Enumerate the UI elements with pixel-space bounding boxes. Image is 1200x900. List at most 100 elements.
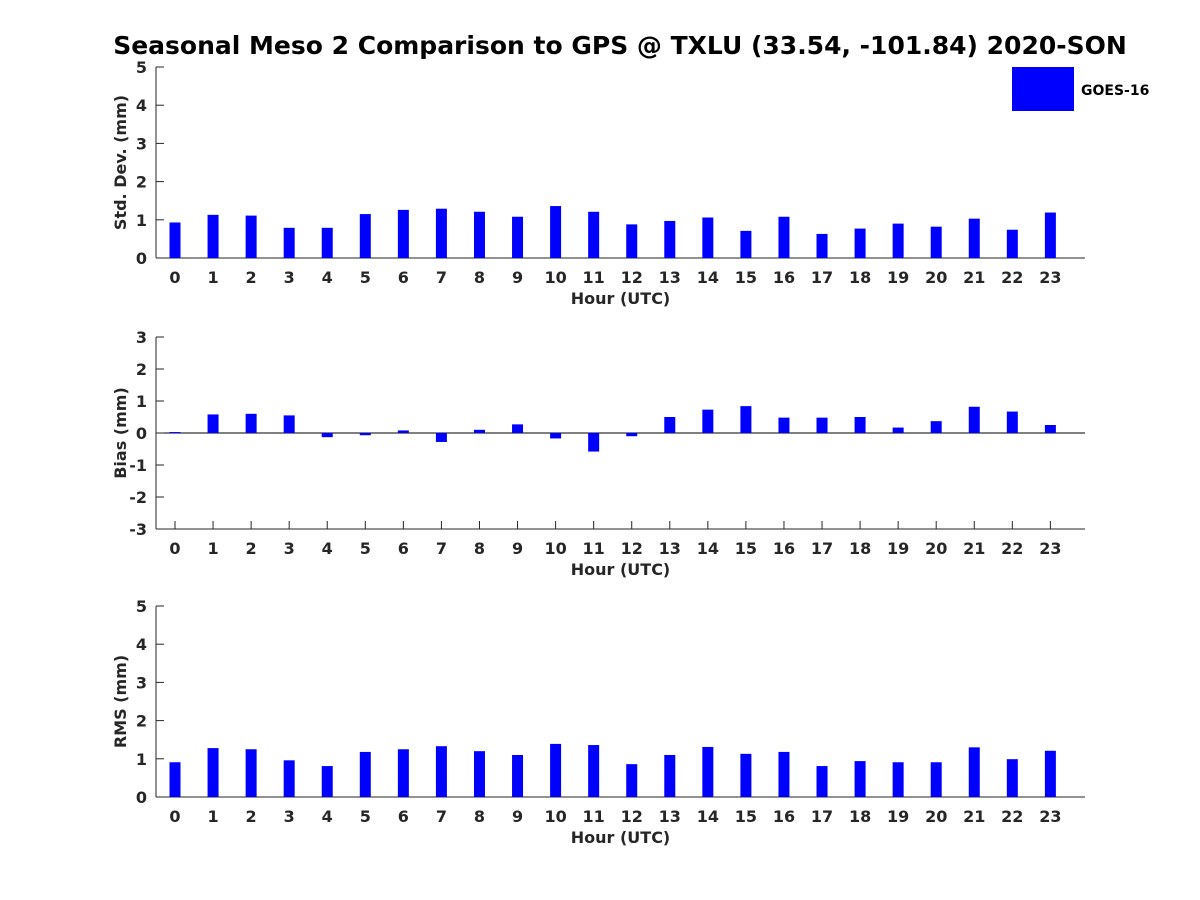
chart-title: Seasonal Meso 2 Comparison to GPS @ TXLU… bbox=[113, 31, 1127, 60]
bias-x-tick-label: 22 bbox=[1001, 539, 1023, 558]
bias-x-tick-label: 7 bbox=[436, 539, 447, 558]
bias-x-tick-label: 11 bbox=[583, 539, 605, 558]
rms-x-tick-label: 11 bbox=[583, 807, 605, 826]
bias-x-tick-label: 6 bbox=[398, 539, 409, 558]
rms-bar bbox=[1006, 759, 1018, 797]
rms-x-tick-label: 9 bbox=[512, 807, 523, 826]
rms-bar bbox=[892, 762, 904, 797]
std-dev-bar bbox=[968, 218, 980, 258]
rms-y-label: RMS (mm) bbox=[111, 655, 130, 748]
rms-x-tick-label: 10 bbox=[544, 807, 566, 826]
rms-bar bbox=[169, 762, 181, 797]
bias-bar bbox=[968, 406, 980, 433]
rms-y-tick-label: 3 bbox=[136, 673, 147, 692]
rms-x-tick-label: 0 bbox=[169, 807, 180, 826]
std-dev-x-tick-label: 5 bbox=[360, 268, 371, 287]
bias-x-tick-label: 18 bbox=[849, 539, 871, 558]
bias-x-tick-label: 12 bbox=[621, 539, 643, 558]
rms-bar bbox=[588, 745, 600, 797]
rms-bar bbox=[435, 746, 447, 797]
bias-bar bbox=[930, 421, 942, 433]
rms-bar bbox=[207, 748, 219, 797]
bias-x-tick-label: 21 bbox=[963, 539, 985, 558]
std-dev-x-tick-label: 7 bbox=[436, 268, 447, 287]
std-dev-bar bbox=[702, 217, 714, 258]
rms-bar bbox=[473, 751, 485, 797]
bias-x-tick-label: 19 bbox=[887, 539, 909, 558]
bias-bar bbox=[1006, 411, 1018, 433]
bias-x-tick-label: 4 bbox=[322, 539, 333, 558]
bias-y-tick-label: 3 bbox=[136, 328, 147, 347]
rms-bar bbox=[512, 754, 524, 797]
std-dev-y-tick-label: 4 bbox=[136, 96, 147, 115]
std-dev-x-tick-label: 16 bbox=[773, 268, 795, 287]
bias-x-tick-label: 23 bbox=[1039, 539, 1061, 558]
rms-bar bbox=[778, 751, 790, 797]
bias-x-tick-label: 5 bbox=[360, 539, 371, 558]
rms-x-tick-label: 2 bbox=[246, 807, 257, 826]
std-dev-x-tick-label: 12 bbox=[621, 268, 643, 287]
bias-x-tick-label: 2 bbox=[246, 539, 257, 558]
bias-bar bbox=[207, 414, 219, 433]
bias-x-tick-label: 13 bbox=[659, 539, 681, 558]
rms-bar bbox=[321, 766, 333, 797]
legend-swatch bbox=[1012, 67, 1074, 111]
bias-bar bbox=[816, 417, 828, 433]
bias-bar bbox=[854, 417, 866, 433]
rms-bar bbox=[283, 760, 295, 797]
rms-bar bbox=[664, 754, 676, 797]
rms-x-tick-label: 8 bbox=[474, 807, 485, 826]
std-dev-x-tick-label: 1 bbox=[207, 268, 218, 287]
bias-y-tick-label: -3 bbox=[129, 520, 147, 539]
rms-x-tick-label: 19 bbox=[887, 807, 909, 826]
rms-bar bbox=[359, 751, 371, 797]
std-dev-x-tick-label: 19 bbox=[887, 268, 909, 287]
rms-x-tick-label: 22 bbox=[1001, 807, 1023, 826]
bias-x-tick-label: 16 bbox=[773, 539, 795, 558]
std-dev-x-tick-label: 8 bbox=[474, 268, 485, 287]
std-dev-x-tick-label: 22 bbox=[1001, 268, 1023, 287]
std-dev-bar bbox=[1006, 229, 1018, 258]
std-dev-bar bbox=[359, 214, 371, 258]
bias-bar bbox=[740, 406, 752, 433]
rms-bar bbox=[930, 762, 942, 797]
rms-x-tick-label: 6 bbox=[398, 807, 409, 826]
bias-bar bbox=[169, 432, 181, 433]
bias-bar bbox=[283, 415, 295, 433]
bias-x-tick-label: 17 bbox=[811, 539, 833, 558]
std-dev-x-tick-label: 20 bbox=[925, 268, 947, 287]
bias-y-tick-label: -2 bbox=[129, 488, 147, 507]
bias-x-tick-label: 9 bbox=[512, 539, 523, 558]
rms-x-tick-label: 18 bbox=[849, 807, 871, 826]
std-dev-bar bbox=[283, 227, 295, 258]
std-dev-x-tick-label: 14 bbox=[697, 268, 719, 287]
rms-x-tick-label: 5 bbox=[360, 807, 371, 826]
std-dev-bar bbox=[397, 209, 409, 258]
std-dev-x-tick-label: 17 bbox=[811, 268, 833, 287]
std-dev-bar bbox=[664, 220, 676, 258]
std-dev-bar bbox=[169, 222, 181, 258]
rms-x-tick-label: 15 bbox=[735, 807, 757, 826]
bias-bar bbox=[397, 430, 409, 433]
rms-x-tick-label: 12 bbox=[621, 807, 643, 826]
rms-bar bbox=[968, 747, 980, 797]
std-dev-bar bbox=[245, 215, 257, 258]
std-dev-x-tick-label: 21 bbox=[963, 268, 985, 287]
bias-y-tick-label: 2 bbox=[136, 360, 147, 379]
std-dev-y-tick-label: 5 bbox=[136, 58, 147, 77]
std-dev-bar bbox=[626, 224, 638, 258]
std-dev-x-tick-label: 10 bbox=[544, 268, 566, 287]
bias-bar bbox=[588, 433, 600, 452]
bias-bar bbox=[626, 433, 638, 437]
legend-label: GOES-16 bbox=[1081, 83, 1149, 99]
bias-bar bbox=[550, 433, 562, 439]
std-dev-x-tick-label: 2 bbox=[246, 268, 257, 287]
std-dev-x-tick-label: 13 bbox=[659, 268, 681, 287]
rms-x-tick-label: 1 bbox=[207, 807, 218, 826]
rms-y-tick-label: 0 bbox=[136, 788, 147, 807]
bias-bar bbox=[778, 417, 790, 433]
rms-x-tick-label: 20 bbox=[925, 807, 947, 826]
bias-bar bbox=[512, 424, 524, 433]
